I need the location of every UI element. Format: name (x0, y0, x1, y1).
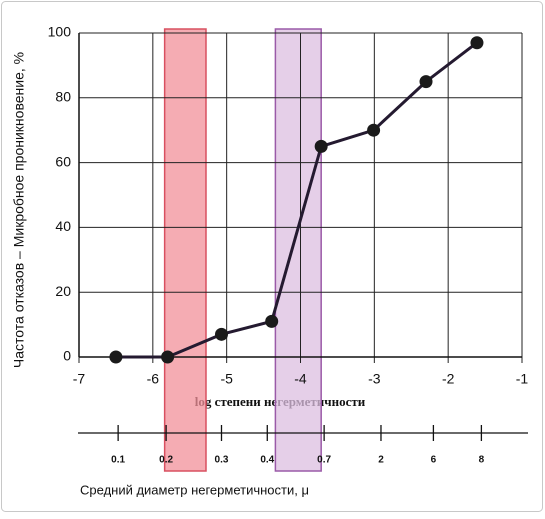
data-point (419, 75, 433, 89)
x-tick-label: -2 (442, 371, 455, 387)
y-axis-label: Частота отказов – Микробное проникновени… (11, 52, 27, 368)
data-point (214, 327, 228, 341)
y-tick-label: 100 (48, 24, 72, 40)
x2-tick-label: 6 (431, 455, 437, 466)
highlight-band (163, 28, 207, 472)
x2-tick-label: 0.4 (260, 455, 274, 466)
y-tick-label: 80 (55, 89, 71, 105)
x-tick-label: -4 (294, 371, 307, 387)
y-tick-label: 40 (55, 218, 71, 234)
data-line (115, 41, 478, 359)
data-point (367, 123, 381, 137)
x2-tick-label: 0.2 (159, 455, 173, 466)
x2-tick-label: 0.7 (317, 455, 331, 466)
x2-axis-label: Средний диаметр негерметичности, μ (80, 482, 309, 497)
x-tick-label: -3 (368, 371, 381, 387)
data-point (161, 350, 175, 364)
y-tick-label: 60 (55, 153, 71, 169)
y-tick-label: 0 (63, 348, 71, 364)
highlight-band (274, 28, 322, 472)
x-tick-label: -6 (147, 371, 160, 387)
frame (1, 1, 543, 512)
x2-tick-label: 0.1 (111, 455, 125, 466)
x-tick-label: -5 (220, 371, 233, 387)
data-point (470, 36, 484, 50)
x-tick-label: -7 (73, 371, 86, 387)
x2-tick-label: 0.3 (215, 455, 229, 466)
data-point (265, 314, 279, 328)
data-point (314, 139, 328, 153)
x2-tick-label: 8 (479, 455, 485, 466)
data-point (109, 350, 123, 364)
x2-tick-label: 2 (378, 455, 384, 466)
y-tick-label: 20 (55, 283, 71, 299)
x-tick-label: -1 (516, 371, 529, 387)
